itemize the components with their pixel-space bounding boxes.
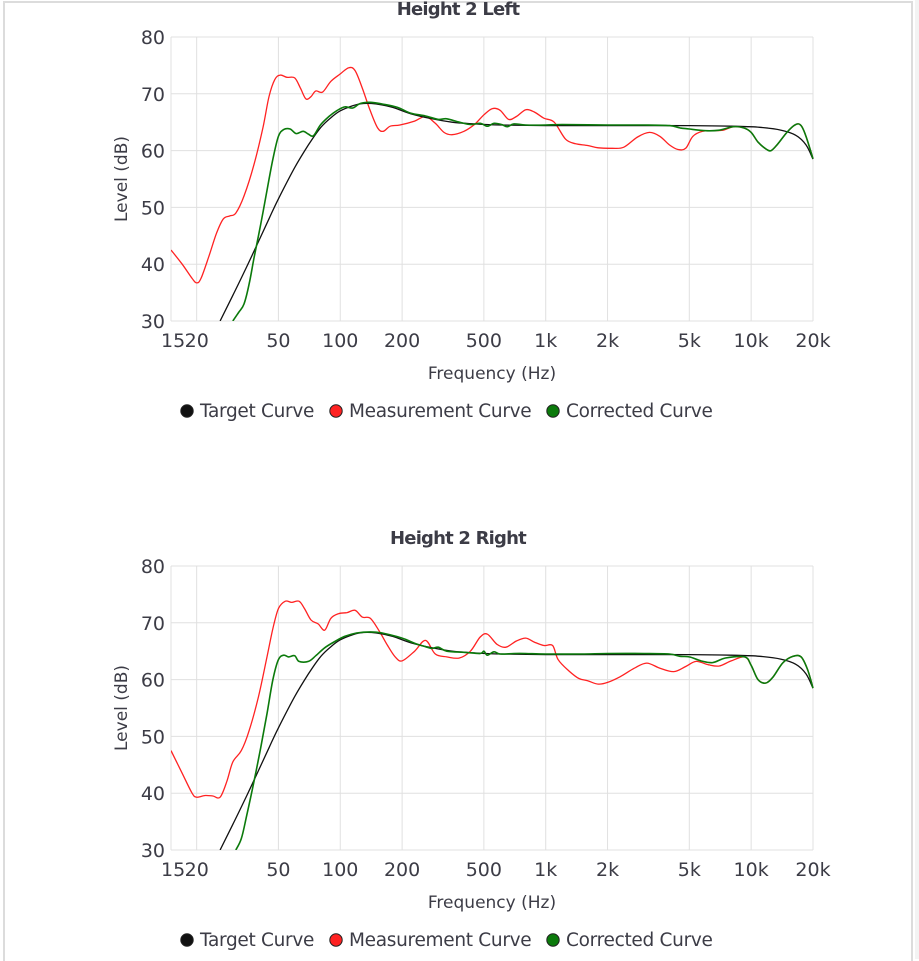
- x-axis-label: Frequency (Hz): [428, 893, 556, 913]
- x-tick-label: 1k: [534, 859, 557, 881]
- legend-marker-measurement: [329, 404, 343, 418]
- y-tick-label: 40: [141, 254, 165, 276]
- x-tick-label: 20k: [795, 859, 830, 881]
- legend-item: Corrected Curve: [546, 930, 713, 951]
- legend-item: Measurement Curve: [329, 401, 532, 422]
- y-tick-label: 30: [141, 840, 165, 862]
- legend-label: Measurement Curve: [349, 401, 531, 422]
- legend-marker-target: [180, 933, 194, 947]
- x-tick-label: 15: [161, 859, 185, 881]
- x-tick-label: 10k: [734, 859, 769, 881]
- chart-title: Height 2 Left: [397, 0, 521, 20]
- y-tick-label: 70: [141, 613, 165, 635]
- y-tick-label: 80: [141, 556, 165, 578]
- legend-marker-corrected: [546, 933, 560, 947]
- legend-item: Corrected Curve: [546, 401, 713, 422]
- scrollbar-track[interactable]: [915, 0, 919, 959]
- x-tick-label: 20k: [795, 330, 830, 352]
- legend-label: Target Curve: [199, 401, 314, 422]
- y-tick-label: 60: [141, 141, 165, 163]
- x-tick-label: 2k: [596, 859, 619, 881]
- x-tick-label: 200: [384, 330, 420, 352]
- x-tick-label: 5k: [678, 859, 701, 881]
- x-tick-label: 10k: [734, 330, 769, 352]
- y-axis-label: Level (dB): [112, 136, 132, 222]
- measurement-curve-line: [171, 66, 814, 284]
- x-tick-label: 50: [266, 859, 290, 881]
- legend-marker-measurement: [329, 933, 343, 947]
- legend: Target Curve Measurement Curve Corrected C…: [180, 401, 713, 422]
- x-tick-label: 500: [466, 330, 502, 352]
- y-tick-label: 70: [141, 84, 165, 106]
- window-frame: [3, 1, 913, 961]
- x-tick-label: 200: [384, 859, 420, 881]
- y-tick-label: 50: [141, 197, 165, 219]
- legend-label: Measurement Curve: [349, 930, 531, 951]
- grid: [170, 36, 814, 322]
- x-axis-label: Frequency (Hz): [428, 364, 556, 384]
- y-tick-label: 60: [141, 670, 165, 692]
- legend: Target Curve Measurement Curve Corrected C…: [180, 930, 713, 951]
- x-tick-label: 2k: [596, 330, 619, 352]
- legend-marker-target: [180, 404, 194, 418]
- y-tick-label: 80: [141, 27, 165, 49]
- corrected-curve-line: [232, 101, 814, 321]
- legend-label: Corrected Curve: [566, 401, 713, 422]
- x-tick-label: 15: [161, 330, 185, 352]
- legend-label: Target Curve: [199, 930, 314, 951]
- x-tick-label: 100: [322, 859, 358, 881]
- x-tick-label: 100: [322, 330, 358, 352]
- x-tick-label: 20: [185, 859, 209, 881]
- chart-height-2-left: Height 2 Left 30 40 50 60 70 80 15 20 50 100 200 500…: [112, 0, 831, 422]
- legend-marker-corrected: [546, 404, 560, 418]
- measurement-curve-line: [171, 600, 814, 799]
- x-tick-label: 50: [266, 330, 290, 352]
- x-tick-label: 20: [185, 330, 209, 352]
- legend-item: Measurement Curve: [329, 930, 532, 951]
- y-tick-label: 30: [141, 311, 165, 333]
- y-axis-label: Level (dB): [112, 665, 132, 751]
- chart-title: Height 2 Right: [390, 528, 527, 549]
- x-tick-label: 5k: [678, 330, 701, 352]
- target-curve-line: [219, 102, 814, 321]
- legend-label: Corrected Curve: [566, 930, 713, 951]
- legend-item: Target Curve: [180, 930, 314, 951]
- corrected-curve-line: [235, 631, 814, 850]
- y-tick-label: 50: [141, 726, 165, 748]
- x-tick-label: 1k: [534, 330, 557, 352]
- y-tick-label: 40: [141, 783, 165, 805]
- target-curve-line: [219, 631, 814, 850]
- x-tick-label: 500: [466, 859, 502, 881]
- legend-item: Target Curve: [180, 401, 314, 422]
- chart-height-2-right: Height 2 Right 30 40 50 60 70 80 15 20 50 100 200 50…: [112, 528, 831, 951]
